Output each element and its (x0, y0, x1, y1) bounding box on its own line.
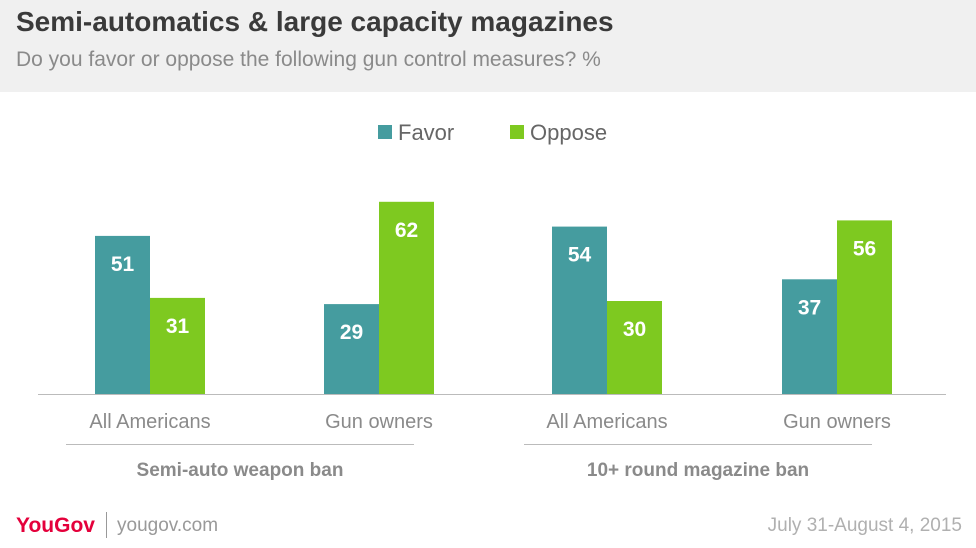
value-label-oppose-0: 31 (166, 315, 190, 338)
bar-oppose-1 (379, 201, 434, 394)
group-label-1: 10+ round magazine ban (587, 460, 809, 481)
footer-date: July 31-August 4, 2015 (767, 515, 962, 536)
value-label-favor-0: 51 (111, 253, 135, 276)
legend-label-oppose: Oppose (530, 120, 608, 145)
bar-oppose-0 (150, 297, 205, 394)
legend-swatch-oppose (510, 125, 524, 139)
group-label-0: Semi-auto weapon ban (137, 460, 344, 481)
header: Semi-automatics & large capacity magazin… (0, 0, 976, 92)
value-label-favor-1: 29 (340, 321, 363, 344)
value-label-favor-2: 54 (568, 244, 592, 267)
value-label-oppose-1: 62 (395, 219, 418, 242)
category-label-0: All Americans (89, 411, 210, 433)
footer-divider (106, 512, 107, 538)
legend-label-favor: Favor (398, 120, 455, 145)
legend: Favor Oppose (0, 120, 976, 150)
value-label-favor-3: 37 (798, 296, 821, 319)
value-label-oppose-2: 30 (623, 318, 646, 341)
legend-swatch-favor (378, 125, 392, 139)
category-label-3: Gun owners (783, 411, 891, 433)
yougov-logo: YouGov (16, 514, 95, 537)
category-label-2: All Americans (546, 411, 667, 433)
legend-item-favor: Favor (378, 120, 454, 146)
value-label-oppose-3: 56 (853, 237, 876, 260)
chart-title: Semi-automatics & large capacity magazin… (16, 6, 614, 37)
legend-item-oppose: Oppose (510, 120, 607, 146)
category-label-1: Gun owners (325, 411, 433, 433)
bar-oppose-3 (837, 220, 892, 394)
bar-oppose-2 (607, 301, 662, 394)
chart-subtitle: Do you favor or oppose the following gun… (16, 48, 601, 71)
bar-favor-2 (552, 226, 607, 394)
bar-favor-0 (95, 235, 150, 394)
bar-favor-3 (782, 279, 837, 394)
bar-favor-1 (324, 304, 379, 394)
footer-url: yougov.com (117, 515, 219, 536)
